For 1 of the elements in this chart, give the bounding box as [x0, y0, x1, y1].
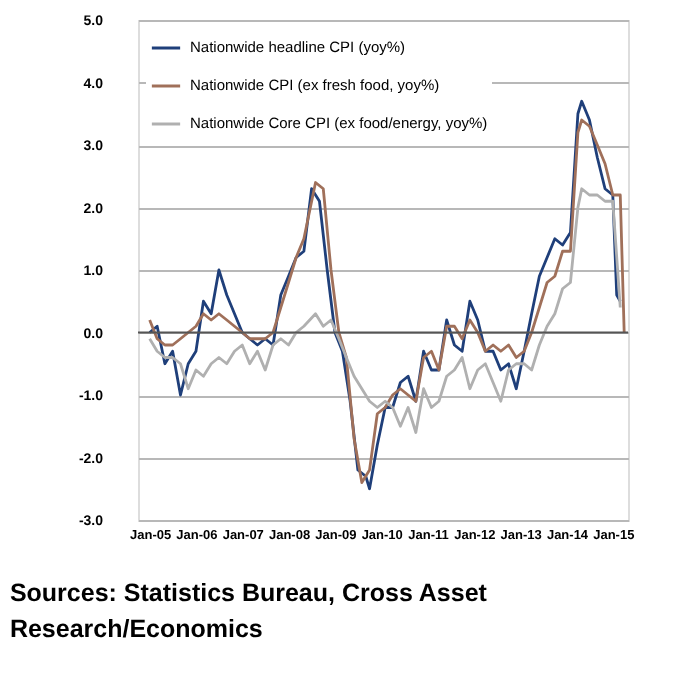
source-note: Sources: Statistics Bureau, Cross Asset Research/Economics	[9, 579, 489, 643]
